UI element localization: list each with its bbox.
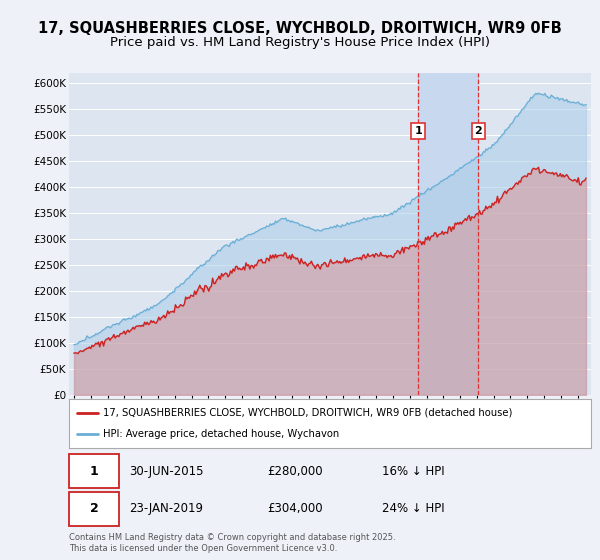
FancyBboxPatch shape [69, 454, 119, 488]
Bar [418, 73, 478, 395]
Text: 1: 1 [89, 465, 98, 478]
Text: 2: 2 [475, 126, 482, 136]
Text: 24% ↓ HPI: 24% ↓ HPI [382, 502, 445, 515]
Text: Contains HM Land Registry data © Crown copyright and database right 2025.
This d: Contains HM Land Registry data © Crown c… [69, 533, 395, 553]
Text: £280,000: £280,000 [268, 465, 323, 478]
Text: £304,000: £304,000 [268, 502, 323, 515]
FancyBboxPatch shape [69, 492, 119, 526]
Text: 17, SQUASHBERRIES CLOSE, WYCHBOLD, DROITWICH, WR9 0FB: 17, SQUASHBERRIES CLOSE, WYCHBOLD, DROIT… [38, 21, 562, 36]
Text: 30-JUN-2015: 30-JUN-2015 [129, 465, 203, 478]
Text: Price paid vs. HM Land Registry's House Price Index (HPI): Price paid vs. HM Land Registry's House … [110, 36, 490, 49]
Text: 2: 2 [89, 502, 98, 515]
Text: 1: 1 [414, 126, 422, 136]
Text: 16% ↓ HPI: 16% ↓ HPI [382, 465, 445, 478]
Text: HPI: Average price, detached house, Wychavon: HPI: Average price, detached house, Wych… [103, 430, 339, 440]
Text: 17, SQUASHBERRIES CLOSE, WYCHBOLD, DROITWICH, WR9 0FB (detached house): 17, SQUASHBERRIES CLOSE, WYCHBOLD, DROIT… [103, 408, 512, 418]
Text: 23-JAN-2019: 23-JAN-2019 [129, 502, 203, 515]
